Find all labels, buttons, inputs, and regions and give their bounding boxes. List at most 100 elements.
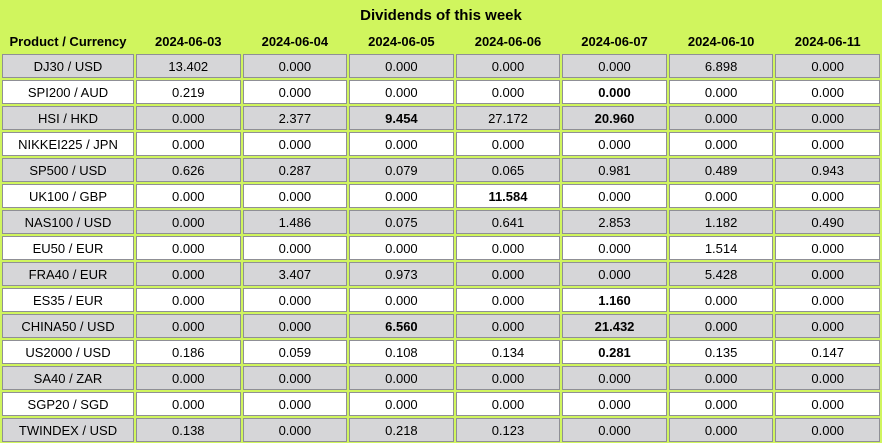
dividend-cell: 0.108 bbox=[349, 340, 454, 364]
dividend-cell: 0.641 bbox=[455, 210, 561, 234]
table-row: ES35 / EUR 0.000 0.000 0.000 0.000 1.160 0.000… bbox=[2, 288, 880, 312]
dividend-cell: 0.489 bbox=[668, 158, 774, 182]
date-header: 2024-06-07 bbox=[581, 33, 648, 49]
table-row: SGP20 / SGD 0.000 0.000 0.000 0.000 0.000 0.00… bbox=[2, 392, 880, 416]
table-row: FRA40 / EUR 0.000 3.407 0.973 0.000 0.000 5.42… bbox=[2, 262, 880, 286]
dividend-cell: 0.134 bbox=[455, 340, 561, 364]
dividend-cell: 0.000 bbox=[455, 54, 561, 78]
dividend-cell: 0.000 bbox=[136, 236, 241, 260]
table-row: SA40 / ZAR 0.000 0.000 0.000 0.000 0.000 0.000… bbox=[2, 366, 880, 390]
date-header: 2024-06-03 bbox=[155, 33, 222, 49]
dividend-cell: 0.000 bbox=[668, 392, 774, 416]
product-cell: SPI200 / AUD bbox=[2, 80, 134, 104]
product-cell: EU50 / EUR bbox=[2, 236, 134, 260]
dividend-cell: 0.000 bbox=[242, 418, 348, 442]
dividend-cell: 0.000 bbox=[455, 236, 561, 260]
dividend-cell: 6.898 bbox=[668, 54, 774, 78]
dividend-cell: 0.490 bbox=[775, 210, 880, 234]
dividend-cell: 0.000 bbox=[455, 314, 561, 338]
dividend-cell: 0.000 bbox=[775, 418, 880, 442]
dividend-cell: 0.000 bbox=[455, 80, 561, 104]
dividend-cell: 0.000 bbox=[775, 132, 880, 156]
column-header-row: Product / Currency 2024-06-03 2024-06-04 2… bbox=[2, 30, 880, 52]
dividend-cell: 0.000 bbox=[775, 262, 880, 286]
dividend-cell: 20.960 bbox=[562, 106, 667, 130]
dividend-cell: 0.079 bbox=[349, 158, 454, 182]
dividend-cell: 0.123 bbox=[455, 418, 561, 442]
dividend-cell: 0.000 bbox=[775, 184, 880, 208]
dividend-cell: 0.000 bbox=[562, 418, 667, 442]
dividend-cell: 0.218 bbox=[349, 418, 454, 442]
dividend-cell: 0.000 bbox=[349, 288, 454, 312]
dividend-cell: 0.186 bbox=[136, 340, 241, 364]
dividend-cell: 0.000 bbox=[562, 236, 667, 260]
dividend-cell: 0.147 bbox=[775, 340, 880, 364]
dividend-cell: 0.000 bbox=[136, 314, 241, 338]
dividend-cell: 0.626 bbox=[136, 158, 241, 182]
dividend-cell: 0.075 bbox=[349, 210, 454, 234]
date-header: 2024-06-10 bbox=[687, 33, 755, 49]
table-row: UK100 / GBP 0.000 0.000 0.000 11.584 0.000 0.0… bbox=[2, 184, 880, 208]
product-cell: SA40 / ZAR bbox=[2, 366, 134, 390]
dividend-cell: 1.160 bbox=[562, 288, 667, 312]
product-cell: UK100 / GBP bbox=[2, 184, 134, 208]
dividend-cell: 13.402 bbox=[136, 54, 241, 78]
dividend-cell: 0.000 bbox=[349, 184, 454, 208]
product-cell: US2000 / USD bbox=[2, 340, 134, 364]
dividend-cell: 0.000 bbox=[775, 236, 880, 260]
date-header: 2024-06-04 bbox=[261, 33, 329, 49]
dividend-cell: 2.377 bbox=[242, 106, 348, 130]
dividend-cell: 0.981 bbox=[562, 158, 667, 182]
dividend-cell: 0.000 bbox=[136, 184, 241, 208]
dividend-cell: 0.000 bbox=[242, 288, 348, 312]
dividend-cell: 0.973 bbox=[349, 262, 454, 286]
table-row: SPI200 / AUD 0.219 0.000 0.000 0.000 0.000 0.0… bbox=[2, 80, 880, 104]
dividend-cell: 0.000 bbox=[242, 236, 348, 260]
page-title: Dividends of this week bbox=[360, 6, 522, 24]
product-cell: CHINA50 / USD bbox=[2, 314, 134, 338]
table-row: NIKKEI225 / JPN 0.000 0.000 0.000 0.000 0.000… bbox=[2, 132, 880, 156]
dividend-cell: 0.000 bbox=[242, 54, 348, 78]
dividend-cell: 0.000 bbox=[668, 314, 774, 338]
dividend-cell: 0.000 bbox=[242, 132, 348, 156]
dividend-cell: 0.000 bbox=[775, 106, 880, 130]
date-header: 2024-06-06 bbox=[474, 33, 542, 49]
dividend-cell: 0.281 bbox=[562, 340, 667, 364]
dividend-cell: 0.000 bbox=[668, 184, 774, 208]
dividend-cell: 0.000 bbox=[668, 106, 774, 130]
dividend-cell: 0.000 bbox=[562, 366, 667, 390]
product-cell: NIKKEI225 / JPN bbox=[2, 132, 134, 156]
product-cell: HSI / HKD bbox=[2, 106, 134, 130]
dividend-cell: 0.059 bbox=[242, 340, 348, 364]
dividend-cell: 0.000 bbox=[562, 184, 667, 208]
dividend-cell: 0.000 bbox=[242, 366, 348, 390]
product-cell: ES35 / EUR bbox=[2, 288, 134, 312]
table-row: TWINDEX / USD 0.138 0.000 0.218 0.123 0.000 0.… bbox=[2, 418, 880, 442]
dividend-cell: 0.000 bbox=[455, 366, 561, 390]
title-row: Dividends of this week bbox=[2, 2, 880, 28]
dividend-cell: 0.000 bbox=[668, 418, 774, 442]
dividend-cell: 0.000 bbox=[242, 80, 348, 104]
dividend-cell: 0.000 bbox=[136, 392, 241, 416]
dividend-cell: 0.000 bbox=[349, 392, 454, 416]
dividend-cell: 0.000 bbox=[242, 314, 348, 338]
dividend-cell: 0.000 bbox=[562, 132, 667, 156]
dividend-cell: 0.000 bbox=[562, 392, 667, 416]
dividend-cell: 0.138 bbox=[136, 418, 241, 442]
dividend-cell: 1.514 bbox=[668, 236, 774, 260]
dividend-cell: 0.287 bbox=[242, 158, 348, 182]
dividend-cell: 0.000 bbox=[349, 366, 454, 390]
table-row: EU50 / EUR 0.000 0.000 0.000 0.000 0.000 1.514… bbox=[2, 236, 880, 260]
dividend-cell: 0.000 bbox=[775, 288, 880, 312]
dividend-cell: 0.000 bbox=[562, 80, 667, 104]
product-cell: DJ30 / USD bbox=[2, 54, 134, 78]
dividend-cell: 0.000 bbox=[349, 54, 454, 78]
dividend-cell: 5.428 bbox=[668, 262, 774, 286]
date-header: 2024-06-05 bbox=[368, 33, 435, 49]
product-cell: TWINDEX / USD bbox=[2, 418, 134, 442]
date-header: 2024-06-11 bbox=[794, 33, 861, 49]
dividend-cell: 0.000 bbox=[775, 54, 880, 78]
dividend-cell: 2.853 bbox=[562, 210, 667, 234]
table-row: CHINA50 / USD 0.000 0.000 6.560 0.000 21.432 0… bbox=[2, 314, 880, 338]
table-row: NAS100 / USD 0.000 1.486 0.075 0.641 2.853 1.1… bbox=[2, 210, 880, 234]
